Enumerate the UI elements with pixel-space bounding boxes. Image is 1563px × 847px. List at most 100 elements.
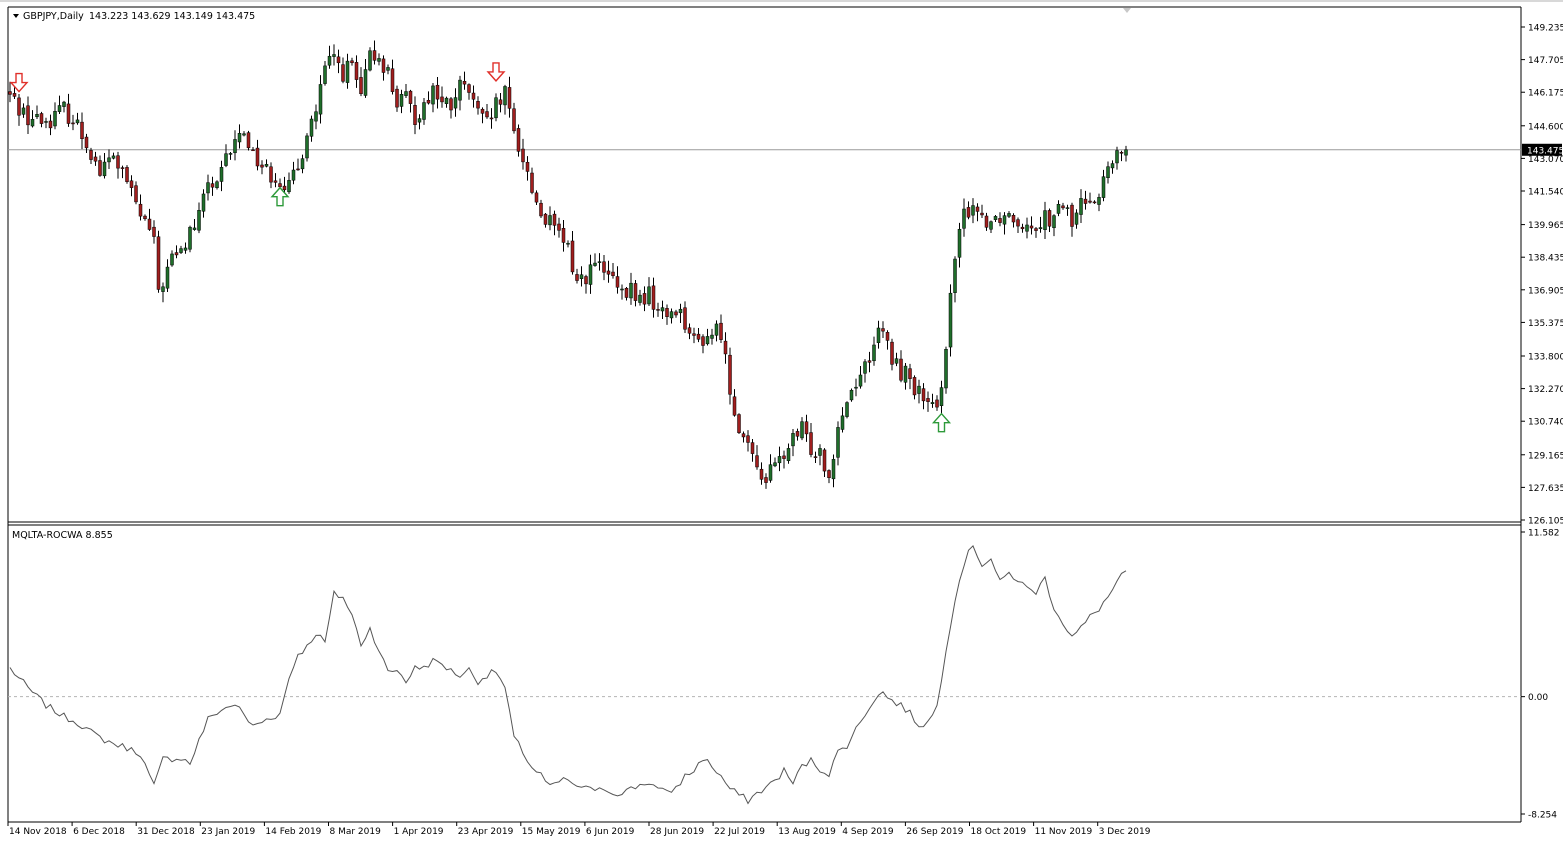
date-tick-label: 26 Sep 2019 (906, 827, 963, 837)
candle-body (269, 166, 273, 183)
candle-body (795, 431, 800, 437)
candle-body (827, 470, 831, 478)
current-price-tag-background (1522, 143, 1562, 156)
candle-body (251, 149, 255, 152)
candle-body (813, 456, 818, 458)
candle-body (1101, 176, 1106, 198)
candle-body (8, 91, 12, 95)
candle-body (1083, 198, 1088, 204)
candle-body (557, 223, 561, 231)
candle-body (818, 448, 822, 456)
candle-body (1079, 198, 1083, 215)
candle-body (782, 455, 786, 459)
indicator-tick-label: -8.254 (1528, 811, 1557, 821)
candle-body (170, 253, 174, 266)
candle-body (570, 240, 575, 273)
candle-body (287, 180, 291, 193)
indicator-tick-label: 0.00 (1528, 693, 1548, 703)
current-price-tag: 143.475 (1522, 143, 1563, 156)
candle-body (1119, 152, 1124, 154)
candle-body (894, 358, 899, 364)
price-tick-label: 139.965 (1528, 221, 1563, 231)
candle-body (215, 181, 219, 189)
date-axis: 14 Nov 2018 6 Dec 2018 31 Dec 2018 23 Jan 2… (7, 822, 1151, 837)
candle-body (431, 85, 435, 105)
candle-body (975, 206, 980, 212)
candle-body (359, 77, 363, 95)
candle-body (602, 261, 606, 273)
sell-arrow-icon (9, 72, 29, 93)
candle-body (1088, 200, 1092, 203)
candle-body (1047, 210, 1052, 227)
price-tick-label: 133.800 (1528, 352, 1563, 362)
price-tick-label: 146.175 (1528, 89, 1563, 99)
candle-body (516, 128, 521, 152)
candle-body (129, 180, 134, 188)
candle-body (881, 328, 885, 332)
candle-body (422, 102, 426, 120)
candle-body (854, 386, 858, 389)
date-tick-label: 15 May 2019 (522, 827, 581, 837)
candle-body (993, 216, 998, 220)
candle-body (242, 133, 246, 136)
candle-body (1097, 197, 1101, 205)
candle-body (980, 212, 984, 216)
date-tick-label: 3 Dec 2019 (1099, 827, 1151, 837)
candle-body (53, 111, 57, 127)
candle-body (728, 354, 732, 395)
candle-body (732, 396, 737, 416)
chart-shift-marker[interactable] (1123, 8, 1131, 13)
candle-body (588, 264, 593, 285)
candle-body (858, 374, 863, 387)
candle-body (552, 213, 557, 226)
candle-body (75, 119, 80, 124)
candle-body (773, 462, 777, 467)
candle-body (386, 67, 390, 71)
candle-body (719, 322, 723, 340)
date-tick-label: 14 Nov 2018 (9, 827, 67, 837)
candle-body (102, 161, 107, 177)
candle-body (210, 183, 215, 188)
candle-body (30, 119, 35, 127)
price-tick-label: 149.235 (1528, 24, 1563, 34)
candle-body (561, 228, 566, 243)
date-tick-label: 28 Jun 2019 (650, 827, 704, 837)
candle-body (1029, 225, 1034, 229)
candle-body (413, 105, 417, 125)
candle-body (255, 147, 260, 167)
candle-body (368, 50, 372, 71)
indicator-axis: 11.582 0.00 -8.254 (1521, 529, 1560, 821)
candle-body (485, 111, 489, 118)
candle-body (305, 135, 309, 159)
candle-body (174, 252, 179, 256)
price-tick-label: 147.705 (1528, 56, 1563, 66)
candle-body (138, 203, 143, 217)
candle-body (408, 90, 413, 104)
candle-body (201, 193, 206, 212)
candle-body (1007, 213, 1011, 217)
candle-body (647, 286, 651, 305)
candle-body (899, 358, 903, 381)
price-tick-label: 136.905 (1528, 286, 1563, 296)
candle-body (764, 477, 768, 483)
candle-body (1061, 205, 1065, 209)
candle-body (696, 333, 701, 340)
chart-menu-triangle-icon[interactable] (13, 14, 19, 18)
candle-body (1011, 215, 1016, 223)
price-tick-label: 141.540 (1528, 188, 1563, 198)
candle-body (629, 282, 633, 299)
candle-body (804, 421, 809, 435)
candle-body (179, 248, 183, 253)
candle-body (530, 172, 534, 193)
candle-body (633, 283, 638, 301)
candle-body (156, 236, 161, 290)
candle-body (480, 108, 485, 114)
date-tick-label: 22 Jul 2019 (714, 827, 765, 837)
candle-body (867, 360, 872, 363)
candle-body (327, 55, 332, 66)
candle-body (233, 139, 237, 154)
candle-body (12, 93, 17, 97)
